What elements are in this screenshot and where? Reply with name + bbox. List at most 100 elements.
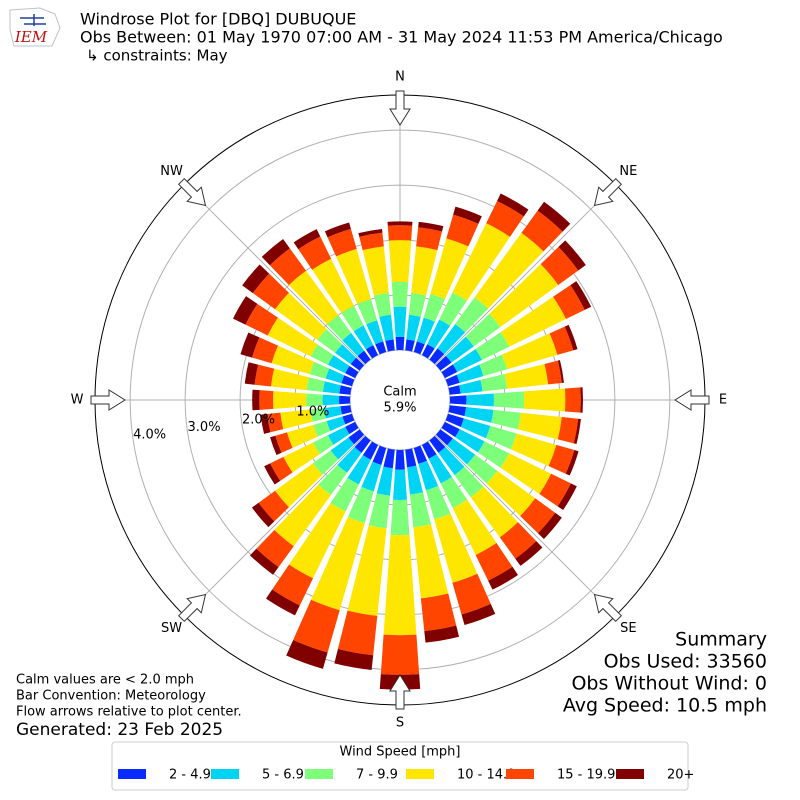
bar-segment — [446, 214, 479, 247]
grid-spoke — [435, 435, 617, 617]
bar-segment — [387, 221, 413, 226]
grid-spoke — [183, 435, 365, 617]
bar-segment — [448, 405, 467, 417]
bar-segment — [244, 362, 259, 385]
legend-swatch — [118, 769, 146, 779]
bar-segment — [365, 345, 379, 359]
y-tick-label: 1.0% — [296, 405, 329, 420]
bar-segment — [491, 409, 521, 430]
bar-segment — [388, 240, 412, 283]
bar-segment — [500, 296, 566, 347]
note: Bar Convention: Meteorology — [16, 689, 206, 704]
bar-segment — [558, 240, 586, 271]
bar-segment — [488, 566, 519, 590]
bar-segment — [324, 406, 342, 419]
bar-segment — [407, 465, 423, 495]
bar-segment — [293, 229, 321, 250]
bar-segment — [254, 364, 275, 387]
bar-segment — [504, 363, 549, 389]
bar-segment — [448, 385, 461, 395]
bar-segment — [570, 281, 592, 310]
bar-segment — [418, 221, 444, 232]
bar-segment — [537, 512, 562, 539]
bar-segment — [421, 344, 435, 359]
bar-segment — [423, 293, 445, 322]
bar-segment — [445, 374, 460, 387]
bar-segment — [272, 564, 314, 606]
bar-segment — [330, 437, 355, 460]
logo-glyph — [20, 14, 46, 26]
legend-swatch — [211, 769, 239, 779]
legend-label: 15 - 19.9 — [557, 768, 615, 783]
chart-subtitle: ↳ constraints: May — [86, 47, 228, 65]
bar-segment — [256, 530, 294, 568]
bar-segment — [327, 426, 350, 445]
bar-segment — [479, 354, 508, 377]
bar-segment — [335, 344, 357, 365]
bar-segment — [430, 238, 469, 300]
bar-segment — [445, 336, 474, 363]
legend-title: Wind Speed [mph] — [340, 745, 461, 760]
bar-segment — [354, 435, 371, 453]
bar-segment — [273, 391, 307, 409]
legend-label: 5 - 6.9 — [262, 768, 304, 783]
bar-segment — [413, 445, 428, 464]
bar-segment — [435, 429, 453, 446]
summary: Summary — [675, 629, 767, 651]
bar-segment — [485, 425, 517, 450]
bar-segment — [359, 232, 384, 251]
bar-segment — [500, 453, 552, 495]
bar-segment — [405, 448, 417, 468]
bar-segment — [347, 486, 374, 524]
bar-segment — [464, 406, 494, 423]
bar-segment — [373, 292, 392, 317]
bar-segment — [493, 391, 525, 409]
bar-segment — [427, 319, 451, 349]
note: Calm values are < 2.0 mph — [16, 673, 194, 688]
bar-segment — [372, 445, 387, 465]
bar-segment — [497, 193, 529, 217]
bar-segment — [520, 498, 556, 534]
bar-segment — [580, 387, 583, 413]
bar-segment — [345, 421, 359, 435]
summary: Obs Used: 33560 — [604, 651, 767, 673]
grid-spoke — [435, 183, 617, 365]
bar-segment — [395, 336, 405, 351]
bar-segment — [324, 222, 351, 238]
bar-segment — [252, 273, 289, 310]
bar-segment — [421, 441, 437, 459]
bar-segment — [486, 200, 524, 237]
bar-segment — [345, 365, 359, 379]
bar-segment — [416, 227, 443, 251]
bar-segment — [366, 320, 384, 345]
bar-segment — [340, 405, 352, 415]
bar-segment — [429, 435, 446, 453]
chart-title: Windrose Plot for [DBQ] DUBUQUE — [80, 10, 356, 29]
flow-arrow — [177, 177, 207, 207]
grid-spoke — [183, 183, 365, 365]
y-tick-label: 4.0% — [133, 428, 166, 443]
bar-segment — [383, 534, 417, 636]
bar-segment — [318, 464, 348, 496]
bar-segment — [283, 442, 320, 473]
bar-segment — [425, 485, 451, 520]
bar-segment — [258, 490, 289, 522]
bar-segment — [259, 390, 274, 410]
bar-segment — [252, 337, 279, 364]
legend: Wind Speed [mph] 2 - 4.9 5 - 6.9 7 - 9.9 10… — [111, 741, 694, 791]
bar-segment — [521, 210, 563, 252]
summary: Obs Without Wind: 0 — [571, 673, 767, 695]
bar-segment — [452, 573, 491, 615]
bar-segment — [311, 516, 365, 611]
bar-segment — [441, 364, 458, 379]
bar-segment — [327, 228, 357, 257]
chart-subtitle: Obs Between: 01 May 1970 07:00 AM - 31 M… — [80, 28, 723, 47]
bar-segment — [510, 433, 557, 467]
flow-arrow — [90, 389, 126, 411]
bar-segment — [269, 248, 307, 285]
bar-segment — [288, 270, 339, 325]
bar-segment — [327, 355, 350, 374]
legend-swatch — [305, 769, 333, 779]
bar-segment — [557, 483, 577, 511]
